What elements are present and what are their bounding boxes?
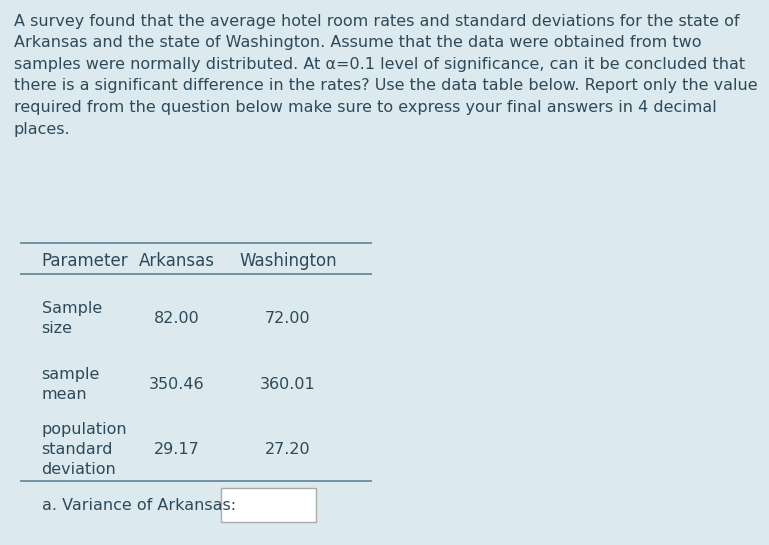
Text: sample
mean: sample mean <box>42 367 100 402</box>
Text: Sample
size: Sample size <box>42 301 102 336</box>
Text: 72.00: 72.00 <box>265 311 311 326</box>
Text: 82.00: 82.00 <box>154 311 200 326</box>
Text: Arkansas: Arkansas <box>139 251 215 270</box>
Text: population
standard
deviation: population standard deviation <box>42 422 127 477</box>
FancyBboxPatch shape <box>221 488 316 522</box>
Text: 27.20: 27.20 <box>265 442 311 457</box>
Text: Parameter: Parameter <box>42 251 128 270</box>
Text: 360.01: 360.01 <box>260 377 316 392</box>
Text: a. Variance of Arkansas:: a. Variance of Arkansas: <box>42 498 236 513</box>
Text: 29.17: 29.17 <box>154 442 200 457</box>
Text: Washington: Washington <box>239 251 337 270</box>
Text: 350.46: 350.46 <box>149 377 205 392</box>
Text: A survey found that the average hotel room rates and standard deviations for the: A survey found that the average hotel ro… <box>14 14 757 137</box>
